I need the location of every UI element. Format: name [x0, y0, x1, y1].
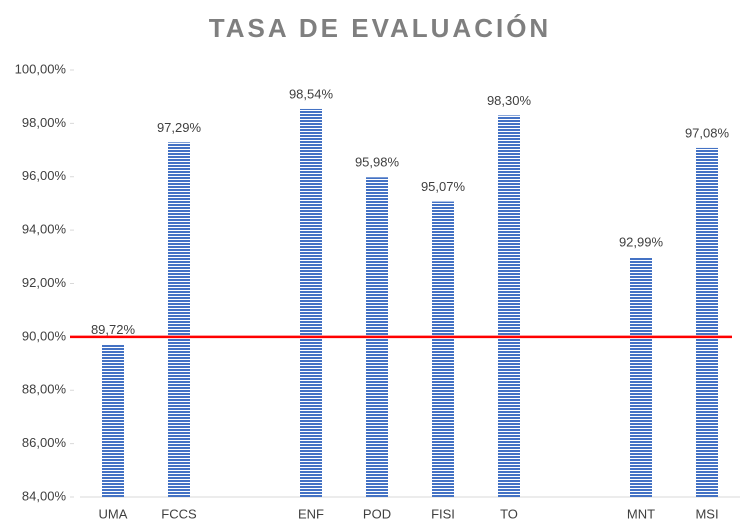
- data-label: 89,72%: [91, 322, 136, 337]
- y-tick-label: 96,00%: [22, 168, 67, 183]
- y-tick-label: 84,00%: [22, 488, 67, 503]
- bar: [498, 115, 520, 498]
- x-tick-label: FCCS: [161, 506, 197, 521]
- bar: [300, 108, 322, 498]
- data-label: 97,29%: [157, 120, 202, 135]
- y-tick-label: 86,00%: [22, 435, 67, 450]
- bar: [168, 142, 190, 497]
- data-label: 98,54%: [289, 86, 334, 101]
- x-tick-label: MNT: [627, 506, 655, 521]
- bar: [432, 201, 454, 497]
- y-tick-label: 90,00%: [22, 328, 67, 343]
- x-tick-label: MSI: [695, 506, 718, 521]
- data-label: 98,30%: [487, 93, 532, 108]
- x-tick-label: UMA: [99, 506, 128, 521]
- data-label: 95,07%: [421, 179, 466, 194]
- x-tick-label: TO: [500, 506, 518, 521]
- chart-title: TASA DE EVALUACIÓN: [209, 13, 551, 43]
- x-tick-label: POD: [363, 506, 391, 521]
- x-tick-label: FISI: [431, 506, 455, 521]
- x-tick-label: ENF: [298, 506, 324, 521]
- data-label: 95,98%: [355, 155, 400, 170]
- data-label: 97,08%: [685, 125, 730, 140]
- bar: [630, 257, 652, 497]
- data-label: 92,99%: [619, 235, 664, 250]
- y-tick-label: 94,00%: [22, 222, 67, 237]
- y-tick-label: 88,00%: [22, 382, 67, 397]
- bar: [102, 344, 124, 497]
- y-tick-label: 100,00%: [15, 61, 67, 76]
- y-tick-label: 98,00%: [22, 115, 67, 130]
- bar: [696, 147, 718, 498]
- y-tick-label: 92,00%: [22, 275, 67, 290]
